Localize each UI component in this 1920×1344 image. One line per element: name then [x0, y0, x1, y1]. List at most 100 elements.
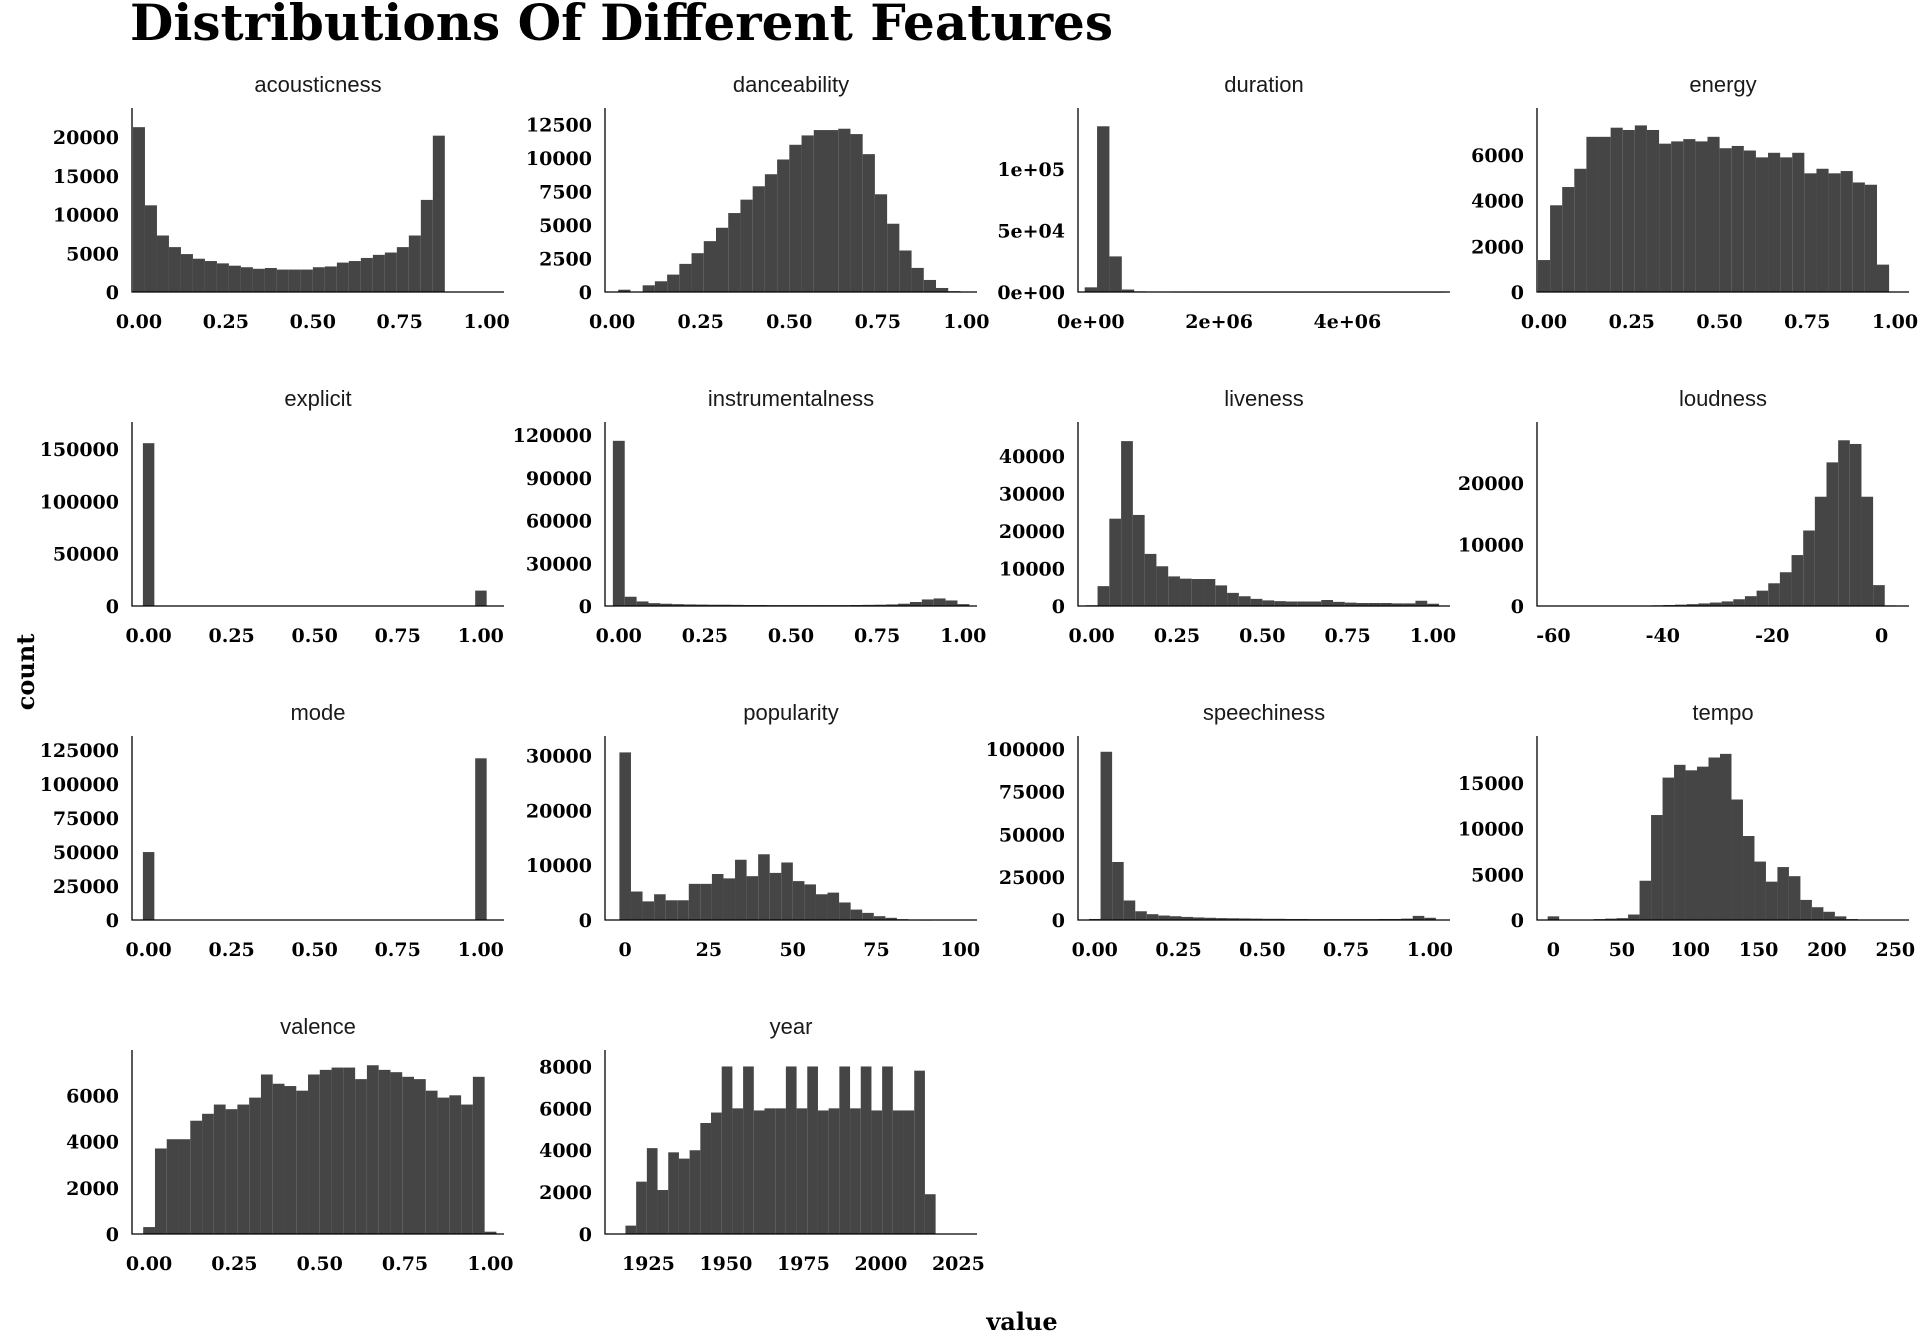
y-tick-label: 10000 [1458, 819, 1524, 841]
histogram-bar [1121, 289, 1135, 292]
histogram-bar [1634, 125, 1647, 292]
histogram-bar [703, 241, 716, 292]
x-tick-label: 0.50 [290, 311, 336, 333]
y-tick-label: 10000 [526, 855, 592, 877]
histogram-bar [924, 1194, 936, 1234]
x-tick-label: 0.50 [1239, 625, 1285, 647]
histogram-bar [1179, 578, 1192, 606]
x-tick-label: 0.00 [126, 1253, 172, 1275]
x-tick-label: 0.00 [1521, 311, 1567, 333]
histogram-bar [1216, 918, 1228, 920]
histogram-bar [1424, 917, 1436, 920]
y-tick-label: 0 [579, 910, 592, 932]
panel-strip-label: instrumentalness [708, 386, 874, 411]
histogram-bar [1412, 915, 1425, 920]
panel-loudness: loudness 0 10000 20000 -60 -40 -20 0 [1458, 386, 1909, 647]
histogram-bar [1646, 129, 1660, 292]
histogram-bar [957, 604, 970, 606]
histogram-bar [1768, 583, 1780, 606]
histogram-bar [1707, 136, 1720, 292]
histogram-bar [1239, 918, 1251, 920]
histogram-bar [945, 600, 958, 606]
y-tick-label: 40000 [999, 446, 1065, 468]
panel-strip-label: mode [290, 700, 345, 725]
histogram-bar [619, 752, 631, 920]
y-tick-label: 10000 [53, 205, 119, 227]
histogram-bar [449, 1095, 462, 1234]
x-axis-title: value [985, 1307, 1057, 1336]
histogram-bar [1250, 918, 1263, 920]
histogram-bar [1227, 918, 1240, 920]
x-tick-label: 1.00 [943, 311, 989, 333]
histogram-bar [1622, 129, 1635, 292]
x-tick-label: 0e+00 [1057, 311, 1125, 333]
histogram-bar [1427, 603, 1440, 606]
histogram-bar [1204, 917, 1217, 920]
histogram-bar [1814, 496, 1827, 606]
y-tick-label: 75000 [53, 808, 119, 830]
x-tick-label: 0.00 [1072, 939, 1118, 961]
histogram-bar [871, 1110, 883, 1234]
histogram-bar [781, 862, 793, 920]
histogram-bar [1169, 916, 1182, 920]
histogram-bar [378, 1069, 391, 1234]
histogram-bar [860, 1066, 872, 1234]
panel-strip-label: explicit [284, 386, 351, 411]
panel-strip-label: energy [1689, 72, 1756, 97]
x-tick-label: 2025 [932, 1253, 985, 1275]
histogram-bar [1742, 836, 1755, 920]
histogram-bar [180, 254, 193, 292]
histogram-bar [909, 602, 922, 606]
histogram-bar [1755, 157, 1769, 292]
histogram-bar [936, 287, 949, 292]
y-tick-label: 2000 [539, 1182, 592, 1204]
histogram-bar [225, 1109, 238, 1234]
x-tick-label: 0.75 [1324, 625, 1370, 647]
histogram-bar [1309, 601, 1322, 606]
histogram-bar [264, 268, 277, 292]
x-tick-label: 0 [1547, 939, 1560, 961]
histogram-bar [1203, 579, 1216, 606]
histogram-bar [642, 285, 655, 292]
histogram-bar [178, 1139, 191, 1234]
x-tick-label: 0.75 [1323, 939, 1369, 961]
x-tick-label: 0.25 [1154, 625, 1200, 647]
x-tick-label: -60 [1536, 625, 1570, 647]
histogram-bar [1109, 256, 1122, 292]
histogram-bar [667, 274, 680, 292]
histogram-bar [1697, 766, 1709, 920]
histogram-bar [700, 883, 712, 920]
histogram-bar [296, 1090, 309, 1234]
x-tick-label: 0.25 [209, 939, 255, 961]
histogram-bar [898, 603, 910, 606]
y-tick-label: 50000 [53, 842, 119, 864]
panel-speechiness: speechiness 0 25000 50000 75000 100000 0.00 0.2… [986, 700, 1453, 961]
panel-strip-label: danceability [733, 72, 849, 97]
x-tick-label: 0.00 [125, 625, 171, 647]
histogram-bar [789, 144, 802, 292]
y-tick-label: 60000 [526, 511, 592, 533]
histogram-bar [746, 876, 759, 920]
y-tick-label: 25000 [999, 867, 1065, 889]
histogram-bar [1754, 861, 1766, 920]
x-tick-label: 1.00 [1407, 939, 1453, 961]
histogram-bar [216, 263, 229, 292]
histogram-bar [1097, 586, 1110, 606]
histogram-bar [1721, 601, 1734, 606]
x-tick-label: 0.75 [855, 311, 901, 333]
x-tick-label: 0.00 [125, 939, 171, 961]
y-tick-label: 120000 [513, 425, 592, 447]
histogram-bar [1671, 141, 1684, 292]
histogram-bar [625, 1225, 637, 1234]
histogram-bar [1146, 914, 1159, 920]
histogram-bar [1100, 751, 1113, 920]
y-tick-label: 5000 [1471, 864, 1524, 886]
x-tick-label: 0.25 [209, 625, 255, 647]
x-tick-label: 1.00 [463, 311, 509, 333]
histogram-bar [1803, 530, 1815, 606]
histogram-bar [202, 1113, 214, 1234]
histogram-bar [1864, 184, 1877, 292]
histogram-bar [408, 235, 421, 292]
histogram-bar [390, 1072, 403, 1234]
histogram-bar [1838, 440, 1850, 606]
